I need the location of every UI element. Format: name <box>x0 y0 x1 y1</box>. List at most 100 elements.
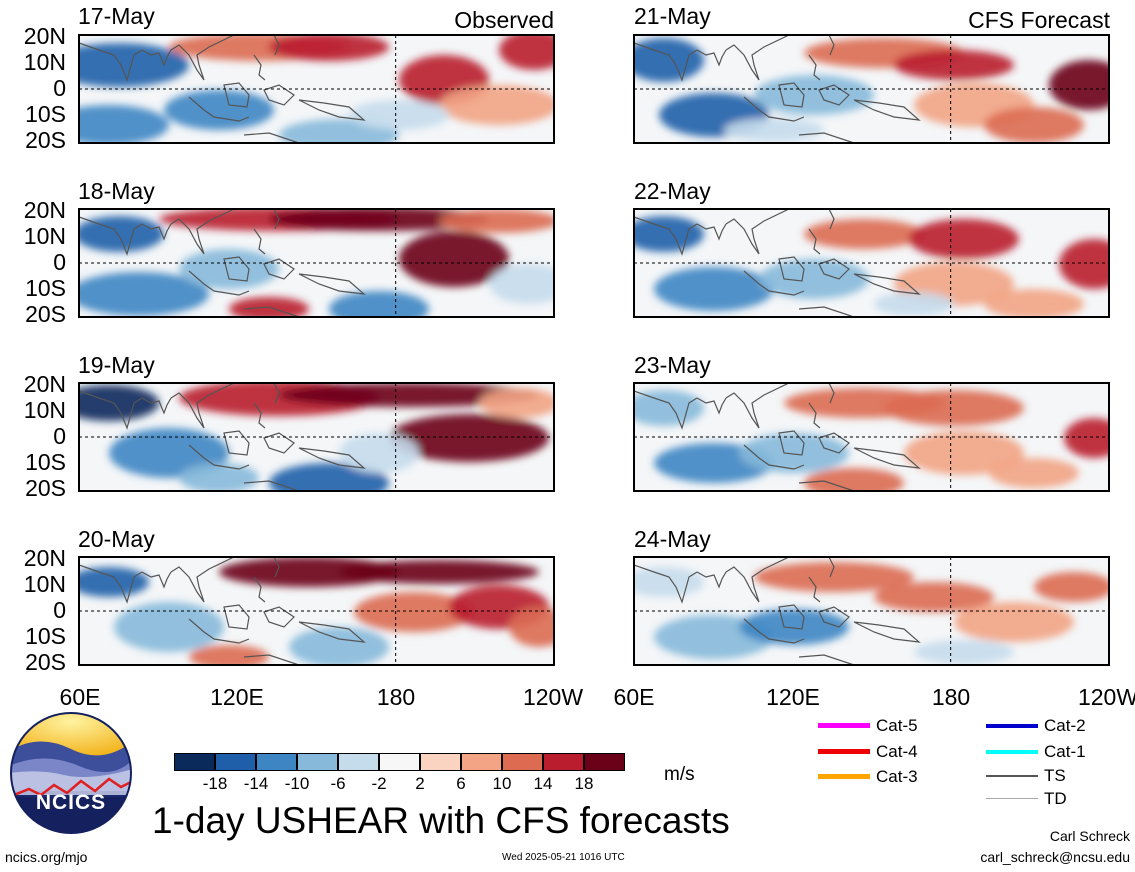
legend-line-cat1 <box>986 750 1038 754</box>
coastline <box>853 99 921 121</box>
coastline <box>725 209 790 255</box>
coastline <box>778 430 805 456</box>
coastline <box>263 606 295 628</box>
shear-anomaly-blob <box>79 105 169 143</box>
lat-label: 20N <box>23 197 66 223</box>
legend-line-cat4 <box>818 749 870 754</box>
shear-anomaly-blob <box>114 602 224 652</box>
coastline <box>808 54 821 81</box>
coastline <box>828 383 835 404</box>
coastline <box>170 35 235 81</box>
coastline <box>818 606 850 628</box>
colorbar-tick-label: -14 <box>243 774 269 793</box>
map-panel-17-may <box>79 35 554 143</box>
lat-label: 20N <box>23 371 66 397</box>
colorbar-tick-label: -6 <box>330 774 346 793</box>
coastline <box>188 270 250 296</box>
colorbar-swatch <box>420 753 461 771</box>
shear-anomaly-blob <box>399 231 509 287</box>
coastline <box>818 258 850 280</box>
shear-anomaly-blob <box>349 100 449 130</box>
legend-line-cat2 <box>986 724 1038 728</box>
lat-label: 0 <box>53 423 66 449</box>
lat-label: 20S <box>25 127 66 153</box>
colorbar-swatch <box>215 753 256 771</box>
footer-timestamp: Wed 2025-05-21 1016 UTC <box>502 852 625 863</box>
shear-anomaly-blob <box>179 463 259 491</box>
shear-anomaly-blob <box>634 567 704 597</box>
coastline <box>188 618 250 644</box>
panel-date: 24-May <box>634 526 711 552</box>
legend-label: Cat-2 <box>1044 716 1086 735</box>
coastline <box>298 447 366 469</box>
coastline <box>818 84 850 106</box>
lat-label: 0 <box>53 75 66 101</box>
shear-anomaly-blob <box>439 85 554 125</box>
lat-label: 10S <box>25 623 66 649</box>
coastline <box>798 306 855 317</box>
footer-author: Carl Schreck <box>1049 828 1130 844</box>
shear-anomaly-blob <box>909 219 1019 259</box>
lat-label: 20N <box>23 23 66 49</box>
coastline <box>725 557 790 603</box>
map-panel-20-may <box>79 557 554 665</box>
shear-anomaly-blob <box>179 249 279 289</box>
panel-date: 21-May <box>634 3 711 29</box>
lat-label: 10S <box>25 275 66 301</box>
shear-anomaly-blob <box>989 458 1079 488</box>
shear-anomaly-blob <box>1034 572 1109 602</box>
colorbar-unit: m/s <box>664 764 695 785</box>
lat-label: 10S <box>25 449 66 475</box>
coastline <box>263 84 295 106</box>
map-panel-18-may <box>79 209 554 317</box>
map-panel-23-may <box>634 383 1109 491</box>
coastline <box>253 54 266 81</box>
coastline <box>778 82 805 108</box>
coastline <box>188 96 250 122</box>
coastline <box>273 557 280 578</box>
shear-anomaly-blob <box>904 431 1024 475</box>
shear-anomaly-blob <box>354 592 474 632</box>
shear-anomaly-blob <box>1049 60 1109 110</box>
coastline <box>818 432 850 454</box>
coastline <box>263 258 295 280</box>
coastline <box>828 209 835 230</box>
shear-anomaly-blob <box>1064 418 1109 458</box>
coastline <box>298 273 366 295</box>
shear-anomaly-blob <box>79 43 189 87</box>
lon-label: 180 <box>931 684 971 710</box>
colorbar-tick-label: -18 <box>202 774 228 793</box>
shear-anomaly-blob <box>739 609 849 645</box>
shear-anomaly-blob <box>634 390 704 426</box>
coastline <box>170 209 235 255</box>
shear-anomaly-blob <box>754 75 874 115</box>
lat-label: 20S <box>25 475 66 501</box>
shear-field <box>634 383 1109 491</box>
legend-line-cat5 <box>818 723 870 728</box>
shear-anomaly-blob <box>189 645 269 665</box>
shear-anomaly-blob <box>164 90 274 130</box>
coastline <box>141 571 172 589</box>
shear-anomaly-blob <box>984 289 1084 317</box>
lon-label: 180 <box>376 684 416 710</box>
coastline <box>141 49 172 67</box>
coastline <box>853 621 921 643</box>
shear-anomaly-blob <box>634 216 704 252</box>
shear-anomaly-blob <box>269 35 389 61</box>
coastline <box>853 273 921 295</box>
lat-label: 10N <box>23 397 66 423</box>
shear-field <box>79 209 554 317</box>
lat-label: 10S <box>25 101 66 127</box>
coastline <box>79 564 143 604</box>
coastline <box>79 216 143 256</box>
panel-date: 22-May <box>634 178 711 204</box>
shear-field <box>634 35 1109 143</box>
shear-anomaly-blob <box>739 433 849 473</box>
coastline <box>243 306 300 317</box>
panel-date: 19-May <box>78 352 155 378</box>
shear-field <box>634 209 1109 317</box>
lat-label: 20S <box>25 301 66 327</box>
shear-anomaly-blob <box>884 390 1024 426</box>
lon-label: 60E <box>59 684 101 710</box>
coastline <box>223 430 250 456</box>
